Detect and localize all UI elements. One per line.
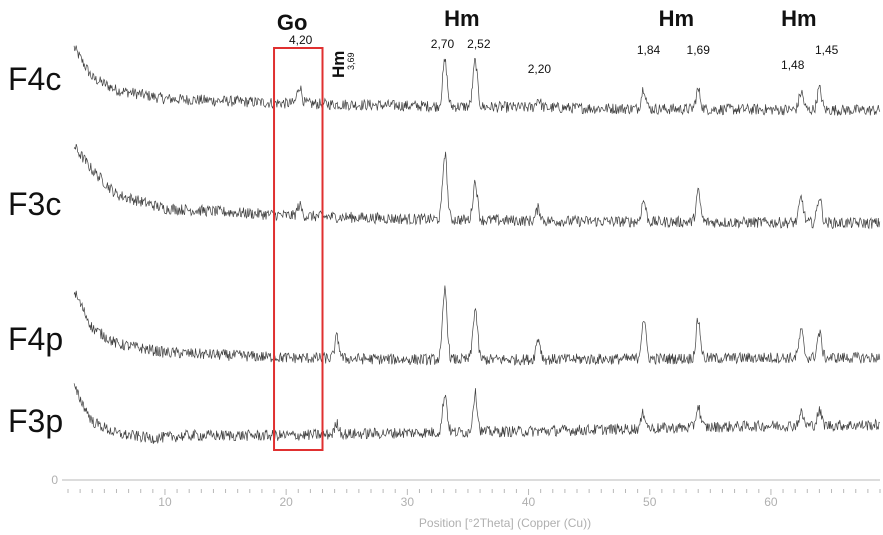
sample-label-f3p: F3p [8, 403, 63, 439]
phase-label-hm-1: Hm [444, 6, 479, 31]
pattern-lines [73, 45, 881, 444]
x-tick-label: 60 [764, 495, 778, 509]
sample-label-f3c: F3c [8, 186, 61, 222]
rotated-d-spacing-3-69: 3,69 [346, 52, 356, 70]
d-spacing-1-45: 1,45 [815, 43, 839, 57]
phase-label-hm-2: Hm [659, 6, 694, 31]
d-spacing-2-70: 2,70 [431, 37, 455, 51]
x-axis-title: Position [°2Theta] (Copper (Cu)) [419, 516, 591, 530]
x-tick-labels: 10 20 30 40 50 60 [158, 495, 778, 509]
goethite-highlight-box [273, 47, 324, 451]
x-tick-label: 50 [643, 495, 657, 509]
rotated-phase-hm: Hm [329, 51, 348, 78]
y-zero-label: 0 [51, 473, 58, 487]
d-spacing-1-48: 1,48 [781, 58, 805, 72]
phase-label-go: Go [277, 10, 308, 35]
sample-label-f4p: F4p [8, 321, 63, 357]
x-tick-label: 20 [279, 495, 293, 509]
x-tick-label: 30 [401, 495, 415, 509]
sample-label-f4c: F4c [8, 61, 61, 97]
x-tick-label: 40 [522, 495, 536, 509]
phase-label-hm-3: Hm [781, 6, 816, 31]
pattern-f4c [73, 45, 881, 116]
pattern-f3c [73, 144, 881, 230]
x-tick-label: 10 [158, 495, 172, 509]
x-axis: 0 [51, 473, 881, 495]
d-spacing-2-52: 2,52 [467, 37, 491, 51]
d-spacing-1-84: 1,84 [637, 43, 661, 57]
d-spacing-1-69: 1,69 [687, 43, 711, 57]
d-spacing-2-20: 2,20 [528, 62, 552, 76]
pattern-f4p [73, 285, 881, 366]
pattern-f3p [73, 383, 880, 444]
d-spacing-4-20: 4,20 [289, 33, 313, 47]
